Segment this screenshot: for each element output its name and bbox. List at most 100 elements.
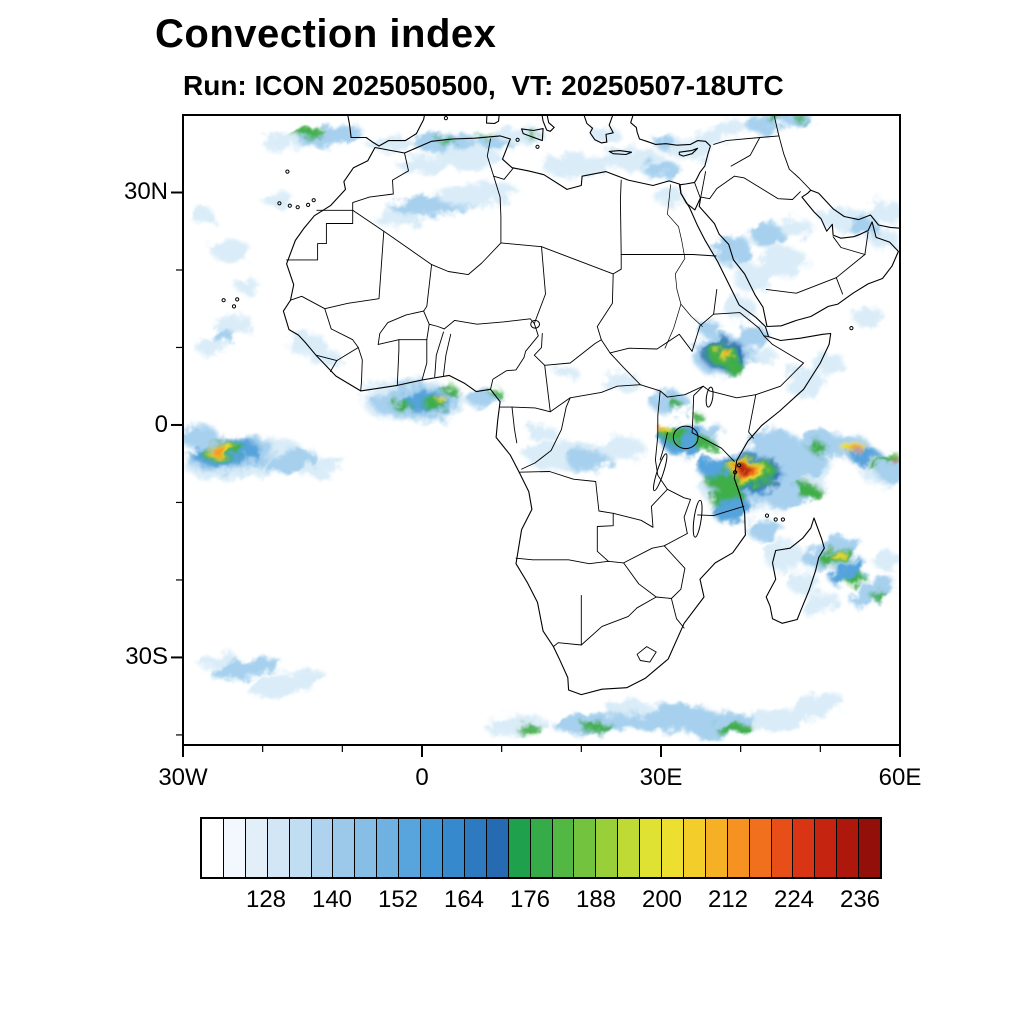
convection-cell [541,153,606,177]
convection-cell [199,654,239,669]
country-border [636,646,657,663]
coastline [583,115,614,144]
river [664,303,682,349]
country-border [713,312,760,329]
country-border [691,313,715,352]
colorbar-cell [552,819,575,877]
convection-cell [525,132,539,138]
country-border [748,394,757,439]
colorbar-tick-label: 212 [707,886,749,913]
convection-cell [195,339,227,356]
convection-cell [210,239,251,263]
island [737,463,742,468]
convection-cell [871,590,886,601]
convection-cell [796,483,821,499]
country-border [666,488,691,500]
country-border [623,533,688,564]
convection-cell [437,396,447,403]
country-border [619,179,622,255]
country-border [713,135,780,145]
convection-cell [852,307,884,326]
lat-tick-label: 0 [154,410,168,438]
convection-cell [589,128,622,141]
convection-cell [732,262,773,294]
country-border [290,230,385,310]
country-border [609,333,693,354]
country-border [443,333,452,376]
country-border [670,598,685,629]
colorbar-cell [508,819,531,877]
convection-cell [690,413,704,422]
colorbar-tick-label: 128 [245,886,287,913]
colorbar-cell [749,819,772,877]
colorbar-cell [399,819,422,877]
convection-cell [234,278,259,293]
convection-cell [183,425,219,449]
lake-outline [692,499,703,538]
lon-tick-label: 30E [639,764,683,791]
convection-cell [209,446,227,455]
country-border [580,596,672,646]
lake-outline [672,425,699,450]
country-border [835,254,866,279]
convection-cell [721,349,730,355]
country-border [490,323,539,390]
country-border [691,432,735,462]
chart-title: Convection index [155,12,497,56]
island [443,115,448,121]
colorbar-cell [815,819,838,877]
convection-cell [760,246,809,278]
island [285,169,290,174]
colorbar-cell [377,819,400,877]
river [680,303,703,327]
chart-subtitle: Run: ICON 2025050500, VT: 20250507-18UTC [183,70,784,101]
colorbar-cell [596,819,619,877]
country-border [835,277,844,295]
country-border [377,339,400,345]
colorbar-cell [859,819,881,877]
colorbar-cell [267,819,290,877]
colorbar-tick-label: 164 [443,886,485,913]
convection-cell [262,192,295,208]
colorbar-cell [727,819,750,877]
convection-cell [876,460,900,483]
colorbar-tick-label: 200 [641,886,683,913]
convection-cell [831,550,846,560]
map-frame [182,114,901,746]
country-border [733,175,801,200]
country-border [609,352,641,386]
country-border [700,171,707,198]
colorbar-cell [464,819,487,877]
convection-cell [659,428,667,434]
country-border [434,331,444,378]
convection-cell [441,385,458,395]
convection-layer [183,115,900,739]
convection-cell [740,467,749,473]
country-border [324,308,332,330]
country-border [443,318,535,330]
country-border [765,277,837,294]
island [515,137,520,142]
colorbar-cell [705,819,728,877]
colorbar-cell [662,819,684,877]
country-border [541,246,614,275]
convection-cell [847,574,866,586]
lake-outline [652,453,668,492]
convection-cell [712,118,745,135]
convection-cell [649,390,689,414]
island [235,297,240,302]
country-border [623,562,657,598]
coastline [608,150,633,156]
country-border [730,137,761,167]
convection-cell [696,320,721,336]
convection-cell [696,458,729,477]
country-border [533,246,546,324]
country-border [774,115,780,137]
convection-cell [262,134,303,150]
convection-cell [437,146,502,170]
convection-cell [784,366,825,398]
country-border [286,209,354,261]
country-border [549,384,641,413]
convection-cell [752,347,777,363]
